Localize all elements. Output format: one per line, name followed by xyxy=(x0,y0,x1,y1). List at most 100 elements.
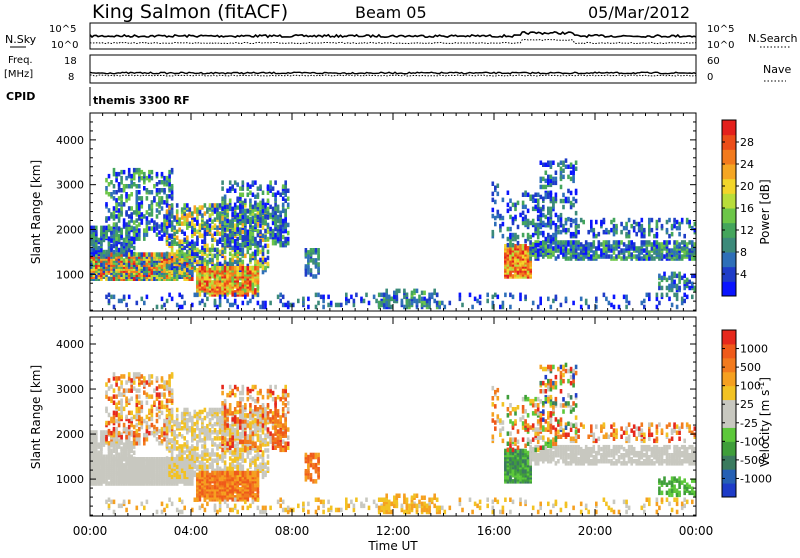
velocity-cell xyxy=(138,421,141,426)
power-cell xyxy=(608,230,611,235)
power-cell xyxy=(242,260,245,265)
velocity-cell xyxy=(211,430,214,435)
velocity-cell xyxy=(201,438,204,443)
power-cell xyxy=(509,233,512,238)
power-cell xyxy=(110,226,113,231)
power-cell xyxy=(512,203,515,208)
velocity-cell xyxy=(125,388,128,393)
power-cell xyxy=(148,252,151,256)
power-cell xyxy=(562,161,565,166)
power-cell xyxy=(173,268,176,273)
power-cell xyxy=(105,202,108,207)
power-cell xyxy=(125,238,128,243)
power-cell xyxy=(211,254,214,259)
power-cell xyxy=(305,264,308,269)
power-cell xyxy=(600,220,603,225)
velocity-cell xyxy=(209,418,212,423)
velocity-cell xyxy=(146,421,149,426)
power-cell xyxy=(436,293,439,298)
power-cell xyxy=(113,206,116,211)
velocity-cell xyxy=(171,425,174,430)
velocity-cell xyxy=(136,372,139,377)
velocity-cell xyxy=(171,456,174,461)
velocity-cell xyxy=(110,417,113,422)
velocity-cell xyxy=(118,438,121,443)
velocity-cell xyxy=(161,411,164,416)
velocity-cell xyxy=(214,414,217,419)
power-cell xyxy=(628,230,631,235)
power-cell xyxy=(575,211,578,216)
power-cell xyxy=(221,270,224,275)
power-cell xyxy=(550,254,553,258)
power-cell xyxy=(219,286,222,291)
power-cell xyxy=(322,295,325,300)
power-cell xyxy=(236,205,239,210)
power-cell xyxy=(128,295,131,300)
power-cell xyxy=(204,293,207,298)
power-cell xyxy=(163,188,166,193)
power-cell xyxy=(438,301,441,306)
velocity-cell xyxy=(115,382,118,387)
power-cell xyxy=(199,256,202,261)
power-cell xyxy=(388,303,391,308)
power-cell xyxy=(625,222,628,227)
power-cell xyxy=(151,200,154,205)
power-cell xyxy=(247,209,250,214)
velocity-cell xyxy=(133,451,136,456)
power-cell xyxy=(189,207,192,212)
velocity-cell xyxy=(120,415,123,420)
power-cell xyxy=(224,246,227,251)
power-cell xyxy=(171,209,174,214)
power-cell xyxy=(297,299,300,304)
power-cell xyxy=(494,200,497,205)
power-cell xyxy=(242,301,245,306)
power-cell xyxy=(244,254,247,259)
power-cell xyxy=(221,250,224,255)
colorbar-tick-label: 28 xyxy=(740,136,754,149)
power-cell xyxy=(257,221,260,226)
power-cell xyxy=(163,176,166,181)
power-cell xyxy=(350,295,353,300)
velocity-cell xyxy=(204,426,207,431)
velocity-cell xyxy=(183,436,186,441)
velocity-cell xyxy=(93,457,96,462)
power-cell xyxy=(658,282,661,287)
power-cell xyxy=(115,232,118,237)
power-cell xyxy=(115,214,118,219)
power-cell xyxy=(216,232,219,237)
power-cell xyxy=(562,228,565,233)
power-cell xyxy=(151,275,154,280)
power-cell xyxy=(244,235,247,240)
power-cell xyxy=(196,268,199,273)
power-cell xyxy=(108,174,111,179)
power-cell xyxy=(577,246,580,251)
power-cell xyxy=(683,286,686,291)
velocity-cell xyxy=(211,408,214,413)
velocity-cell xyxy=(176,408,179,413)
power-cell xyxy=(108,224,111,229)
power-cell xyxy=(221,180,224,185)
velocity-cell xyxy=(196,440,199,445)
velocity-cell xyxy=(118,376,121,381)
power-cell xyxy=(178,252,181,257)
power-cell xyxy=(565,228,568,233)
power-cell xyxy=(120,200,123,205)
power-cell xyxy=(186,236,189,241)
power-cell xyxy=(550,191,553,196)
power-cell xyxy=(595,220,598,225)
power-cell xyxy=(643,240,646,245)
power-cell xyxy=(582,244,585,249)
power-cell xyxy=(681,297,684,302)
power-cell xyxy=(277,225,280,230)
power-cell xyxy=(224,201,227,206)
power-cell xyxy=(524,295,527,300)
power-cell xyxy=(492,230,495,235)
power-cell xyxy=(676,297,679,302)
power-cell xyxy=(557,163,560,168)
power-cell xyxy=(136,236,139,241)
velocity-cell xyxy=(221,454,224,459)
power-cell xyxy=(545,193,548,198)
velocity-cell xyxy=(138,415,141,420)
power-cell xyxy=(562,175,565,180)
velocity-cell xyxy=(125,455,128,460)
